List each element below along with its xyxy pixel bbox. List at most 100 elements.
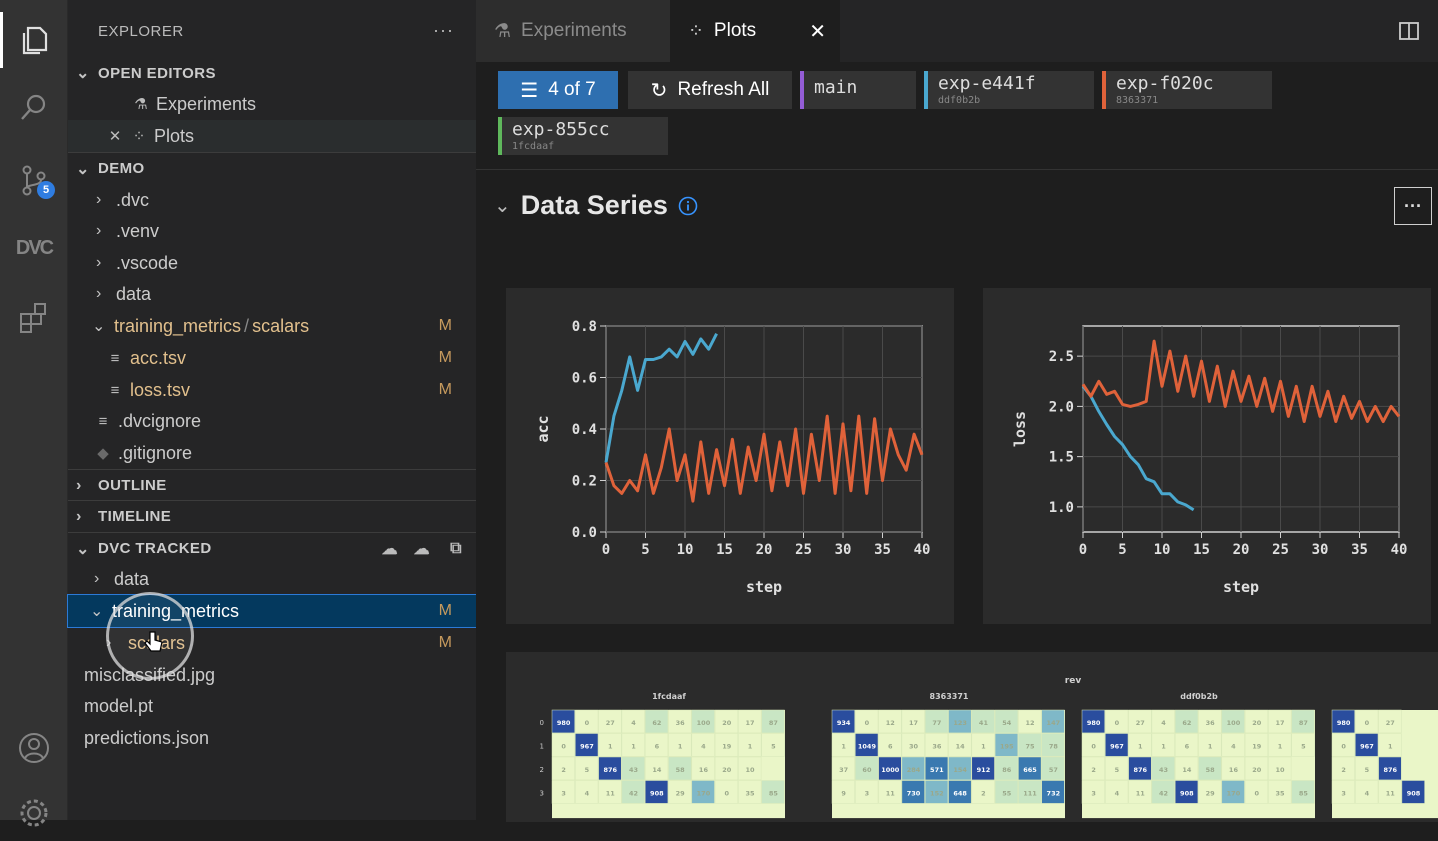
heatmap-cell-value: 1049 <box>858 743 877 751</box>
refresh-all-button[interactable]: ↻ Refresh All <box>628 71 792 109</box>
info-icon[interactable] <box>678 196 698 216</box>
open-editors-header[interactable]: ⌄ OPEN EDITORS <box>76 64 216 83</box>
heatmap-cell-value: 62 <box>652 719 661 727</box>
heatmap-cell <box>1355 780 1379 804</box>
chevron-right-icon: › <box>94 570 100 587</box>
x-tick-label: 0 <box>602 542 610 558</box>
dvc-tracked-section-header[interactable]: ⌄ DVC TRACKED ☁ ☁ ⧉ <box>68 532 476 564</box>
heatmap-cell <box>878 756 902 781</box>
x-tick-label: 5 <box>1118 542 1126 558</box>
tree-item-acc-tsv[interactable]: ≡ acc.tsv M <box>68 342 476 374</box>
heatmap-cell-value: 100 <box>1227 719 1241 727</box>
acc-plot-card[interactable]: 0 5 10 15 20 25 30 35 40 0.0 0.2 0.4 0.6 0.8 step acc <box>506 288 954 624</box>
tracked-item-model[interactable]: model.pt <box>84 695 154 716</box>
heatmap-cell-value: 12 <box>1026 719 1035 727</box>
heatmap-cell-value: 170 <box>697 790 711 798</box>
heatmap-cell <box>1291 709 1315 734</box>
heatmap-cell <box>1105 780 1129 804</box>
source-control-icon[interactable]: 5 <box>0 152 68 208</box>
push-cloud-icon[interactable]: ☁ <box>413 540 430 558</box>
section-more-button[interactable]: ··· <box>1394 187 1432 225</box>
revision-chip-main[interactable]: main <box>800 71 916 109</box>
revision-chip-exp-e441f[interactable]: exp-e441f ddf0b2b <box>924 71 1094 109</box>
heatmap-cell-value: 43 <box>629 766 638 774</box>
heatmap-cell-value: 2 <box>981 790 986 798</box>
settings-gear-icon[interactable] <box>0 785 68 841</box>
collapse-all-icon[interactable]: ⧉ <box>450 539 462 557</box>
timeline-section-header[interactable]: › TIMELINE <box>68 500 476 532</box>
heatmap-cell <box>1041 709 1065 734</box>
tree-item-gitignore[interactable]: ◆ .gitignore <box>68 437 476 469</box>
tree-item-venv[interactable]: › .venv <box>96 220 160 241</box>
confusion-matrix-card[interactable]: rev 1fcdaaf 0 980 0 27 4 62 36 100 20 17 87 1 0 967 1 1 6 1… <box>506 652 1438 822</box>
heatmap-cell <box>1268 709 1292 734</box>
heatmap-cell-value: 980 <box>1337 719 1351 727</box>
heatmap-cell <box>994 733 1019 757</box>
search-icon[interactable] <box>0 80 68 136</box>
y-tick-label: 2.5 <box>1049 349 1074 365</box>
heatmap-cell <box>971 756 995 781</box>
heatmap-cell-value: 1 <box>841 743 846 751</box>
tab-experiments[interactable]: ⚗ Experiments <box>476 0 670 62</box>
heatmap-cell <box>924 780 949 804</box>
revision-chip-exp-f020c[interactable]: exp-f020c 8363371 <box>1102 71 1272 109</box>
heatmap-cell <box>1244 756 1269 781</box>
explorer-icon[interactable] <box>0 12 68 68</box>
heatmap-cell-value: 14 <box>1182 766 1192 774</box>
heatmap-cell <box>1331 709 1355 734</box>
open-editor-plots[interactable]: ✕ ⁘ Plots <box>68 120 476 152</box>
heatmap-cell <box>598 756 622 781</box>
loss-plot-card[interactable]: 0 5 10 15 20 25 30 35 40 1.0 1.5 2.0 2.5 step loss <box>983 288 1431 624</box>
heatmap-cell-value: 19 <box>1252 743 1262 751</box>
open-editor-experiments[interactable]: ⚗ Experiments <box>68 88 476 120</box>
demo-folder-header[interactable]: ⌄ DEMO <box>68 152 476 184</box>
heatmap-cell-value: 37 <box>839 766 848 774</box>
x-tick-label: 10 <box>1154 542 1171 558</box>
heatmap-cell <box>948 756 972 781</box>
filter-experiments-button[interactable]: ☰ 4 of 7 <box>498 71 618 109</box>
heatmap-cell <box>1331 733 1355 757</box>
heatmap-cell-value: 967 <box>580 743 594 751</box>
heatmap-cell <box>1291 780 1315 804</box>
heatmap-cell-value: 1 <box>1208 743 1213 751</box>
heatmap-cell-value: 27 <box>1386 719 1395 727</box>
scatter-plot-icon: ⁘ <box>688 20 704 42</box>
explorer-more-actions[interactable]: ··· <box>433 20 454 40</box>
heatmap-cell-value: 29 <box>1206 790 1216 798</box>
close-icon[interactable]: ✕ <box>809 20 826 43</box>
split-editor-icon[interactable] <box>1398 20 1420 42</box>
tab-plots[interactable]: ⁘ Plots ✕ <box>670 0 840 62</box>
revision-chip-exp-855cc[interactable]: exp-855cc 1fcdaaf <box>498 117 668 155</box>
tree-item-dvc[interactable]: › .dvc <box>96 189 150 210</box>
tree-item-vscode[interactable]: › .vscode <box>96 252 179 273</box>
heatmap-cell-value: 29 <box>676 790 686 798</box>
heatmap-cell <box>971 733 995 757</box>
account-icon[interactable] <box>0 720 68 776</box>
tree-item-dvcignore[interactable]: ≡ .dvcignore <box>68 405 476 437</box>
heatmap-panel-label: 8363371 <box>930 692 969 701</box>
outline-section-header[interactable]: › OUTLINE <box>68 469 476 501</box>
dvc-icon[interactable]: DVC <box>15 236 54 259</box>
tree-item-data[interactable]: › data <box>96 283 152 304</box>
heatmap-cell-value: 20 <box>722 766 732 774</box>
tracked-item-predictions[interactable]: predictions.json <box>84 727 210 748</box>
heatmap-cell <box>855 733 879 757</box>
heatmap-cell-value: 0 <box>1341 743 1346 751</box>
heatmap-cell <box>738 733 762 757</box>
heatmap-panel-label: ddf0b2b <box>1180 692 1218 701</box>
heatmap-cell <box>691 756 715 781</box>
extensions-icon[interactable] <box>0 290 68 346</box>
modified-badge: M <box>438 602 452 619</box>
heatmap-cell-value: 648 <box>953 790 967 798</box>
heatmap-cell-value: 17 <box>1276 719 1285 727</box>
heatmap-cell <box>575 756 599 781</box>
tree-item-training-metrics-scalars[interactable]: ⌄ training_metrics / scalars M <box>92 315 452 336</box>
data-series-section-header[interactable]: ⌄ Data Series <box>494 190 698 221</box>
heatmap-cell <box>1041 733 1065 757</box>
y-tick-label: 1.5 <box>1049 450 1074 466</box>
pull-cloud-icon[interactable]: ☁ <box>381 540 398 558</box>
tracked-item-data[interactable]: › data <box>94 568 150 589</box>
tree-item-loss-tsv[interactable]: ≡ loss.tsv M <box>68 374 476 406</box>
close-icon[interactable]: ✕ <box>108 128 122 145</box>
heatmap-cell <box>1378 709 1402 734</box>
